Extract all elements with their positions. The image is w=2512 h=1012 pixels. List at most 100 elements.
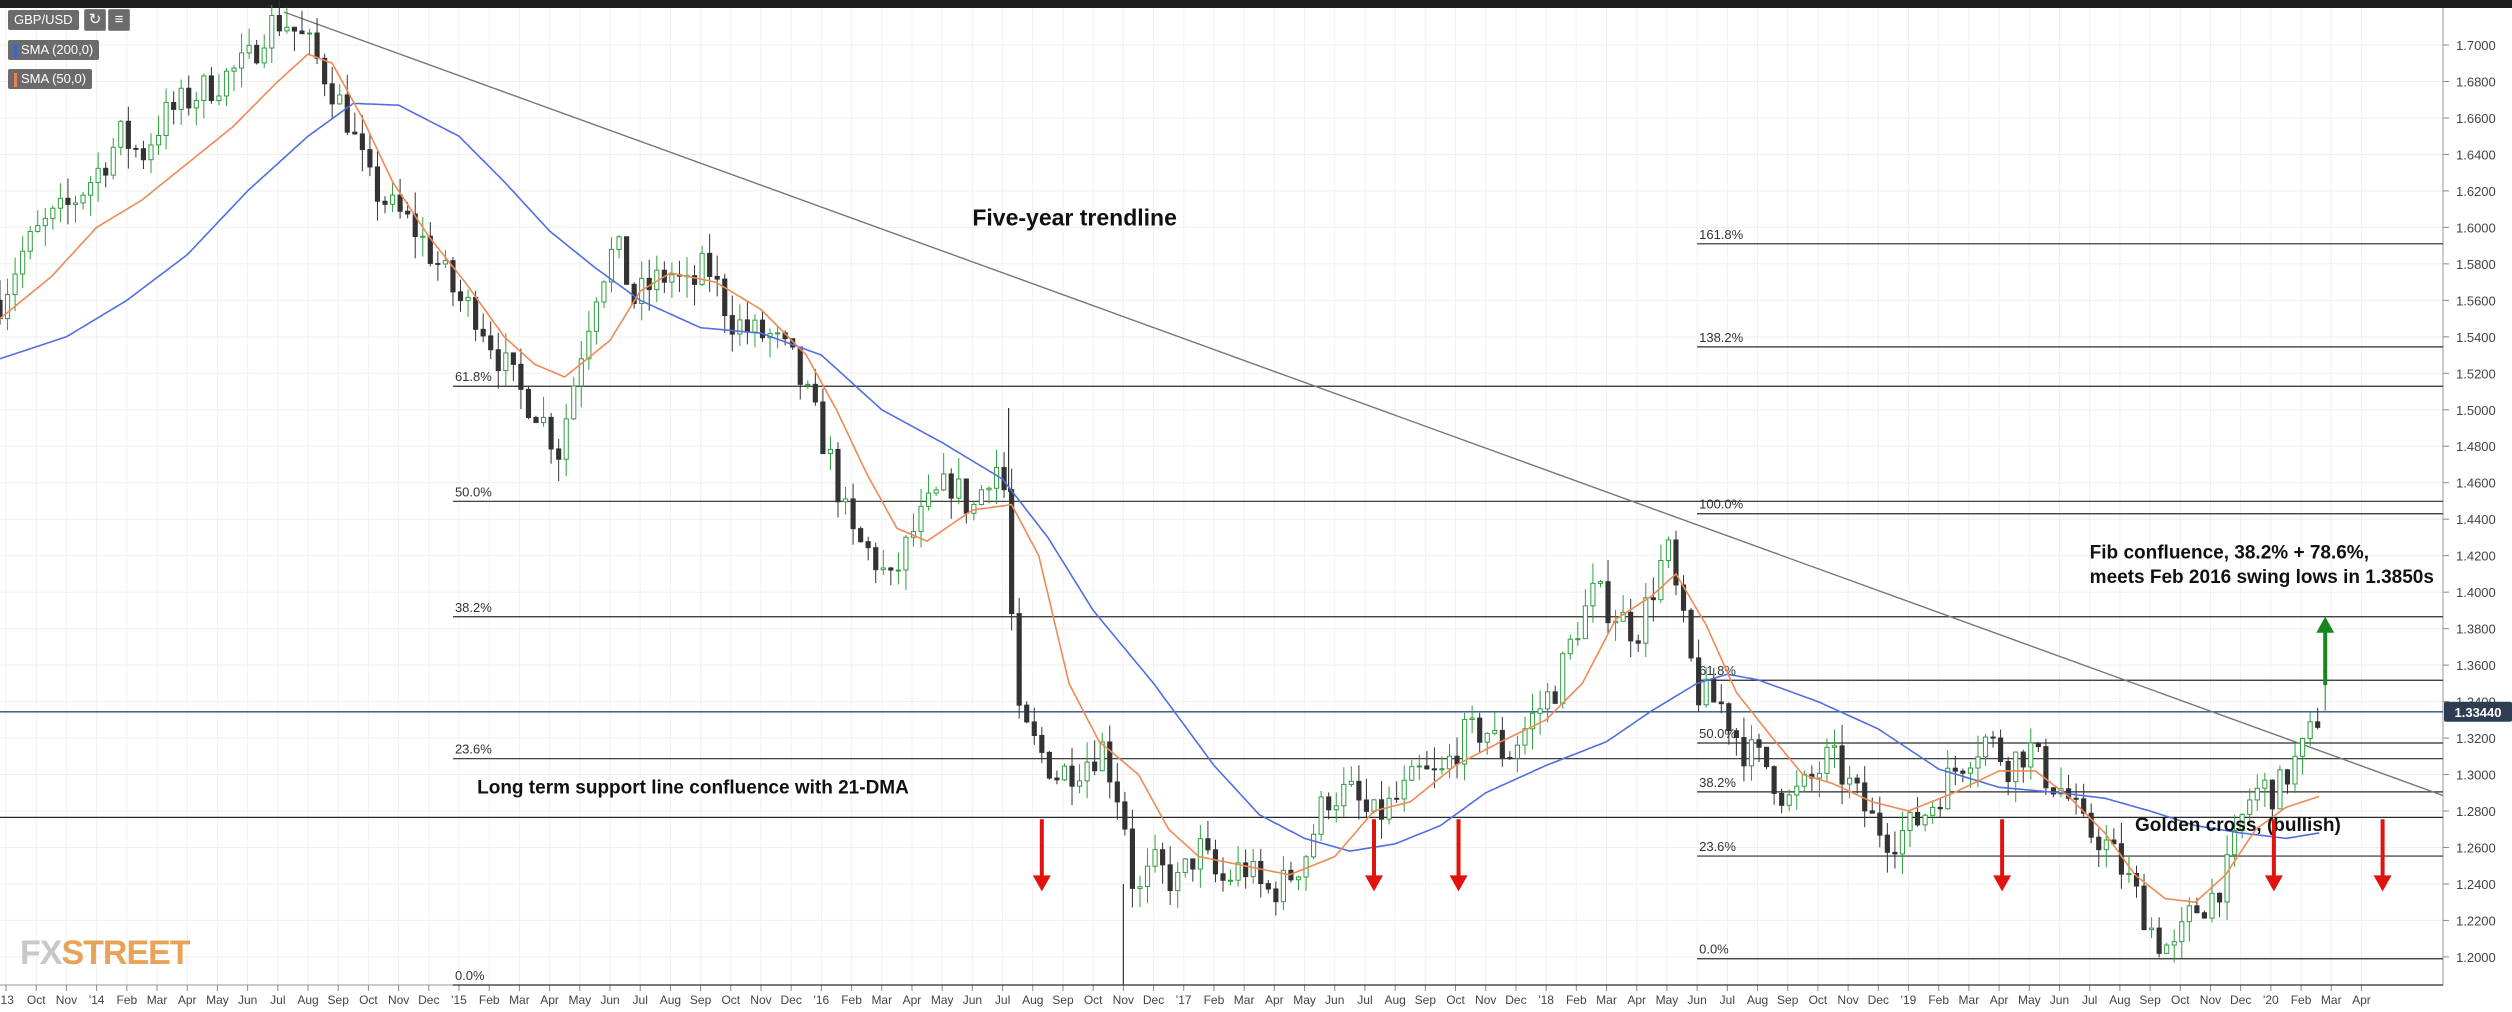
x-tick-label: Feb xyxy=(479,993,500,1007)
candle-body xyxy=(812,383,818,403)
candle-body xyxy=(2247,799,2253,815)
top-bar xyxy=(0,0,2512,8)
candle-body xyxy=(1371,799,1377,812)
legend-sma200[interactable]: SMA (200,0) xyxy=(8,40,100,60)
candle-body xyxy=(2156,927,2162,954)
candle-body xyxy=(2292,755,2298,785)
candle-body xyxy=(759,319,766,339)
candle-body xyxy=(1499,729,1505,759)
candle-body xyxy=(412,213,418,238)
x-tick-label: Oct xyxy=(721,993,740,1007)
candle-body xyxy=(2103,839,2109,851)
candle-body xyxy=(563,418,569,460)
candle-body xyxy=(827,448,834,455)
x-tick-label: Jul xyxy=(270,993,285,1007)
candle-body xyxy=(1454,755,1460,765)
candle-body xyxy=(495,349,501,372)
legend-sma50[interactable]: SMA (50,0) xyxy=(8,69,93,89)
candle-body xyxy=(1869,810,1875,814)
x-tick-label: Sep xyxy=(1415,993,1437,1007)
x-tick-label: Nov xyxy=(56,993,77,1007)
fib-level-label-left: 38.2% xyxy=(455,600,492,615)
red-arrow-head xyxy=(2373,875,2392,892)
x-tick-label: '18 xyxy=(1538,993,1554,1007)
candle-body xyxy=(1560,653,1566,704)
candle-body xyxy=(155,135,162,146)
candle-body xyxy=(254,44,260,64)
candle-body xyxy=(88,182,94,196)
x-tick-label: Mar xyxy=(871,993,892,1007)
candle-body xyxy=(510,352,516,365)
candle-body xyxy=(1356,780,1362,801)
x-tick-label: Sep xyxy=(328,993,350,1007)
candle-body xyxy=(752,319,758,333)
x-tick-label: Oct xyxy=(359,993,378,1007)
candle-body xyxy=(1718,701,1724,705)
sma200-line xyxy=(0,102,2320,852)
red-arrow-head xyxy=(1032,875,1051,892)
x-tick-label: Feb xyxy=(2291,993,2312,1007)
candle-body xyxy=(239,52,245,69)
candle-body xyxy=(2179,921,2185,943)
x-tick-label: Apr xyxy=(1990,993,2009,1007)
bar-settings-icon[interactable]: ≡ xyxy=(108,9,130,31)
candle-body xyxy=(2269,779,2275,810)
candle-body xyxy=(1839,745,1845,785)
candle-body xyxy=(1107,741,1113,783)
x-tick-label: Dec xyxy=(1143,993,1164,1007)
candle-body xyxy=(971,503,977,514)
candle-body xyxy=(2133,873,2140,887)
candle-body xyxy=(1884,834,1890,853)
candle-body xyxy=(571,385,577,420)
candle-body xyxy=(850,498,856,530)
refresh-icon[interactable]: ↻ xyxy=(84,9,106,31)
candle-body xyxy=(1990,736,1996,739)
candle-body xyxy=(1688,609,1694,659)
candle-body xyxy=(1998,737,2004,762)
candle-body xyxy=(473,296,479,330)
candle-body xyxy=(442,260,448,265)
candle-body xyxy=(1733,730,1739,739)
candle-body xyxy=(895,569,901,572)
fxstreet-logo: FXSTREET xyxy=(20,934,191,972)
candle-body xyxy=(352,131,358,135)
x-tick-label: Apr xyxy=(1265,993,1284,1007)
candle-body xyxy=(1492,729,1498,734)
fib-level-label-right: 100.0% xyxy=(1699,497,1744,512)
candle-body xyxy=(978,489,985,505)
x-tick-label: Apr xyxy=(540,993,559,1007)
candle-body xyxy=(888,567,894,571)
candle-body xyxy=(389,194,396,205)
candle-body xyxy=(1945,767,1951,810)
candle-body xyxy=(2194,905,2200,914)
candle-body xyxy=(2171,941,2177,946)
candle-body xyxy=(986,487,992,491)
candle-body xyxy=(1854,777,1860,784)
candle-body xyxy=(50,207,56,219)
candle-body xyxy=(2088,812,2094,838)
candle-body xyxy=(2164,944,2170,954)
y-tick-label: 1.2600 xyxy=(2456,840,2496,855)
candle-body xyxy=(223,70,230,97)
x-tick-label: Feb xyxy=(841,993,862,1007)
candle-body xyxy=(1099,741,1105,772)
candle-body xyxy=(1658,559,1664,601)
candle-body xyxy=(1545,691,1551,710)
candle-body xyxy=(1235,862,1241,881)
candle-body xyxy=(775,332,781,335)
y-tick-label: 1.4400 xyxy=(2456,512,2496,527)
candle-body xyxy=(873,547,879,571)
symbol-label[interactable]: GBP/USD xyxy=(8,10,79,30)
y-tick-label: 1.2000 xyxy=(2456,950,2496,965)
candle-body xyxy=(1416,765,1422,768)
candle-body xyxy=(1394,797,1400,800)
y-tick-label: 1.4800 xyxy=(2456,439,2496,454)
candle-body xyxy=(2262,779,2268,789)
x-tick-label: Aug xyxy=(2109,993,2130,1007)
candle-body xyxy=(1937,806,1943,810)
candle-body xyxy=(246,44,252,54)
candle-body xyxy=(57,197,63,209)
fib-level-label-right: 161.8% xyxy=(1699,227,1744,242)
